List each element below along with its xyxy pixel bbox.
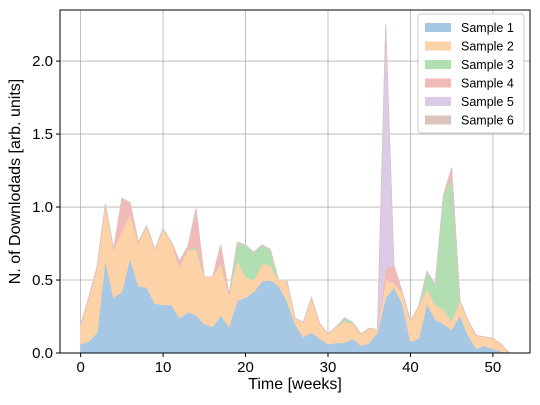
x-tick-label: 0 — [76, 359, 84, 376]
legend-swatch — [425, 23, 451, 32]
y-tick-label: 1.5 — [32, 126, 53, 143]
x-tick-label: 30 — [320, 359, 337, 376]
legend-label: Sample 6 — [461, 114, 514, 128]
y-axis-label: N. of Downlodads [arb. units] — [7, 79, 24, 284]
y-tick-label: 0.5 — [32, 272, 53, 289]
legend-swatch — [425, 97, 451, 106]
x-tick-label: 40 — [402, 359, 419, 376]
y-tick-label: 2.0 — [32, 53, 53, 70]
legend: Sample 1 Sample 2 Sample 3 Sample 4 Sample 5… — [417, 13, 525, 134]
legend-label: Sample 3 — [461, 58, 514, 72]
legend-label: Sample 2 — [461, 40, 514, 54]
legend-swatch — [425, 78, 451, 88]
x-tick-label: 50 — [485, 359, 502, 376]
legend-label: Sample 1 — [461, 21, 514, 35]
x-tick-label: 20 — [237, 359, 254, 376]
y-axis-ticks: 0.0 0.5 1.0 1.5 2.0 — [32, 53, 60, 362]
x-axis-ticks: 0 10 20 30 40 50 — [76, 353, 501, 376]
y-tick-label: 1.0 — [32, 199, 53, 216]
x-axis-label: Time [weeks] — [248, 376, 342, 393]
legend-label: Sample 5 — [461, 95, 514, 109]
y-tick-label: 0.0 — [32, 345, 53, 362]
legend-swatch — [425, 41, 451, 51]
legend-label: Sample 4 — [461, 77, 514, 91]
legend-swatch — [425, 115, 451, 125]
plot-frame — [59, 9, 531, 354]
legend-swatch — [425, 60, 451, 69]
x-tick-label: 10 — [155, 359, 172, 376]
